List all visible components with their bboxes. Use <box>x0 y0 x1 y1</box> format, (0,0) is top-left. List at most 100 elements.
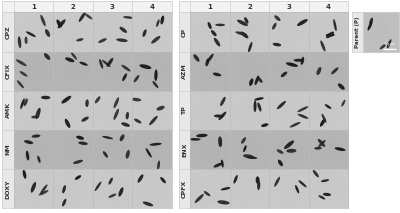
Ellipse shape <box>150 143 162 146</box>
Ellipse shape <box>24 98 28 106</box>
Ellipse shape <box>107 58 113 67</box>
Ellipse shape <box>95 181 102 191</box>
Text: NM: NM <box>6 144 10 155</box>
Ellipse shape <box>286 62 298 67</box>
Ellipse shape <box>321 42 325 50</box>
Ellipse shape <box>21 100 24 107</box>
Ellipse shape <box>82 118 88 121</box>
Ellipse shape <box>26 31 36 37</box>
Ellipse shape <box>120 134 124 141</box>
Ellipse shape <box>220 113 225 119</box>
Ellipse shape <box>77 39 82 41</box>
Ellipse shape <box>151 144 160 145</box>
Ellipse shape <box>108 194 116 198</box>
Ellipse shape <box>288 63 296 66</box>
Ellipse shape <box>342 101 345 105</box>
Ellipse shape <box>300 181 306 186</box>
Ellipse shape <box>194 55 198 60</box>
Text: 2: 2 <box>247 4 252 10</box>
Text: AMK: AMK <box>6 102 10 118</box>
Ellipse shape <box>381 45 385 48</box>
Ellipse shape <box>205 192 209 195</box>
Ellipse shape <box>370 19 372 23</box>
Ellipse shape <box>133 99 140 101</box>
Ellipse shape <box>126 151 129 157</box>
Ellipse shape <box>302 58 303 64</box>
Text: Parent (P): Parent (P) <box>355 16 360 48</box>
Ellipse shape <box>151 36 160 44</box>
Ellipse shape <box>249 43 252 51</box>
Text: 1: 1 <box>31 4 36 10</box>
Text: ENX: ENX <box>182 142 187 157</box>
Ellipse shape <box>286 142 292 148</box>
Ellipse shape <box>296 186 298 192</box>
Ellipse shape <box>257 102 262 112</box>
Ellipse shape <box>110 194 115 197</box>
Ellipse shape <box>76 136 84 140</box>
Ellipse shape <box>123 66 129 71</box>
Ellipse shape <box>282 72 286 76</box>
Ellipse shape <box>326 32 334 38</box>
Ellipse shape <box>104 152 107 157</box>
Ellipse shape <box>38 157 40 162</box>
Ellipse shape <box>24 99 27 105</box>
Ellipse shape <box>70 52 77 60</box>
Ellipse shape <box>341 100 346 106</box>
Ellipse shape <box>273 24 276 29</box>
Ellipse shape <box>336 148 344 150</box>
Ellipse shape <box>189 138 201 141</box>
Ellipse shape <box>143 30 146 36</box>
Ellipse shape <box>56 20 62 27</box>
Ellipse shape <box>100 60 102 67</box>
Ellipse shape <box>245 155 252 157</box>
Ellipse shape <box>114 99 118 106</box>
Ellipse shape <box>45 54 49 59</box>
Ellipse shape <box>74 161 82 163</box>
Ellipse shape <box>126 112 129 119</box>
Ellipse shape <box>152 37 159 42</box>
Ellipse shape <box>254 97 264 100</box>
Ellipse shape <box>318 139 325 147</box>
Ellipse shape <box>78 142 88 145</box>
Ellipse shape <box>80 142 86 144</box>
Ellipse shape <box>120 189 122 195</box>
Ellipse shape <box>250 79 252 85</box>
Ellipse shape <box>249 78 254 86</box>
Ellipse shape <box>248 42 252 52</box>
Ellipse shape <box>114 97 119 108</box>
Text: AZM: AZM <box>182 63 187 79</box>
Ellipse shape <box>121 28 126 32</box>
Ellipse shape <box>147 150 151 156</box>
Ellipse shape <box>36 108 41 119</box>
Ellipse shape <box>65 119 70 128</box>
Ellipse shape <box>196 134 208 137</box>
Ellipse shape <box>81 62 86 65</box>
Ellipse shape <box>138 174 144 183</box>
Ellipse shape <box>316 67 321 75</box>
Ellipse shape <box>24 140 33 144</box>
Ellipse shape <box>141 65 150 68</box>
Ellipse shape <box>98 38 107 43</box>
Ellipse shape <box>44 53 50 60</box>
Ellipse shape <box>298 114 308 119</box>
Ellipse shape <box>126 113 128 118</box>
Ellipse shape <box>78 137 83 139</box>
Ellipse shape <box>114 110 118 118</box>
Ellipse shape <box>255 75 259 85</box>
Ellipse shape <box>262 124 267 126</box>
Ellipse shape <box>299 115 307 118</box>
Ellipse shape <box>135 76 138 81</box>
Ellipse shape <box>214 114 224 118</box>
Ellipse shape <box>196 195 202 202</box>
Ellipse shape <box>21 72 26 76</box>
Ellipse shape <box>31 115 39 118</box>
Ellipse shape <box>239 21 246 25</box>
Ellipse shape <box>154 82 158 87</box>
Ellipse shape <box>319 140 324 146</box>
Ellipse shape <box>278 102 284 108</box>
Ellipse shape <box>206 59 208 65</box>
Ellipse shape <box>322 114 326 123</box>
Ellipse shape <box>288 150 295 152</box>
Ellipse shape <box>108 178 113 185</box>
Ellipse shape <box>272 23 276 30</box>
